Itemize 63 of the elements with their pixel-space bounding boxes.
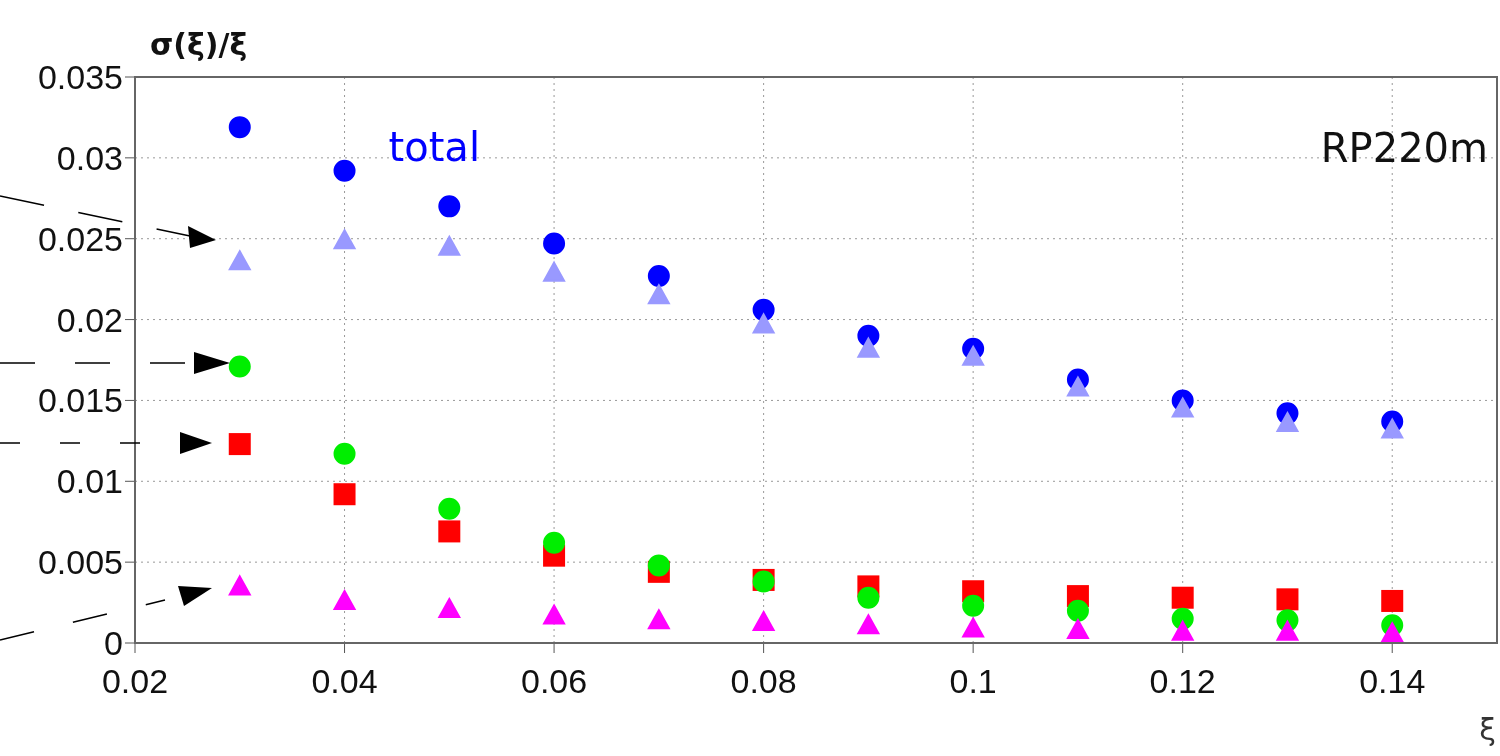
point	[857, 614, 880, 635]
point	[1171, 620, 1194, 641]
point	[438, 235, 461, 256]
point	[438, 497, 461, 520]
y-tick-label: 0.02	[56, 300, 123, 339]
y-tick-label: 0.005	[37, 543, 123, 582]
x-tick-label: 0.12	[1149, 662, 1216, 701]
point	[647, 264, 670, 287]
x-tick-label: 0.04	[311, 662, 378, 701]
point	[438, 520, 461, 543]
annotation: RP220m	[1320, 125, 1488, 171]
point	[1381, 418, 1404, 439]
x-tick-label: 0.1	[949, 662, 997, 701]
point	[752, 610, 775, 631]
y-tick-label: 0.015	[37, 381, 123, 420]
x-tick-label: 0.08	[730, 662, 797, 701]
x-tick-label: 0.06	[520, 662, 588, 701]
point	[228, 250, 251, 271]
x-axis-title: ξ	[1479, 712, 1496, 747]
point	[228, 433, 251, 456]
point	[1276, 588, 1299, 611]
x-tick-label: 0.14	[1359, 662, 1426, 701]
point	[647, 609, 670, 630]
point	[1381, 622, 1404, 643]
point	[647, 554, 670, 577]
point	[1066, 376, 1089, 397]
point	[647, 284, 670, 305]
point	[1066, 599, 1089, 622]
point	[1381, 589, 1404, 612]
point	[857, 337, 880, 358]
point	[962, 617, 985, 638]
point	[752, 313, 775, 334]
point	[228, 575, 251, 596]
point	[752, 298, 775, 321]
point	[543, 232, 566, 255]
point	[962, 345, 985, 366]
y-tick-label: 0.025	[37, 219, 123, 258]
y-tick-label: 0	[104, 624, 123, 663]
point	[1171, 586, 1194, 609]
point	[333, 159, 356, 182]
point	[962, 594, 985, 617]
y-axis-title: σ(ξ)/ξ	[150, 27, 248, 62]
y-tick-label: 0.035	[37, 58, 123, 97]
point	[333, 589, 356, 610]
y-tick-label: 0.01	[56, 462, 123, 501]
point	[1066, 619, 1089, 640]
point	[1276, 412, 1299, 433]
point	[857, 586, 880, 609]
x-tick-label: 0.02	[101, 662, 169, 701]
series-label: total	[388, 123, 481, 170]
point	[333, 229, 356, 250]
point	[333, 483, 356, 506]
point	[438, 598, 461, 619]
point	[228, 116, 251, 139]
point	[1276, 620, 1299, 641]
point	[543, 261, 566, 282]
y-tick-label: 0.03	[56, 138, 123, 177]
point	[333, 442, 356, 465]
point	[543, 604, 566, 625]
point	[543, 531, 566, 554]
point	[228, 355, 251, 378]
point	[438, 195, 461, 218]
point	[1171, 397, 1194, 418]
